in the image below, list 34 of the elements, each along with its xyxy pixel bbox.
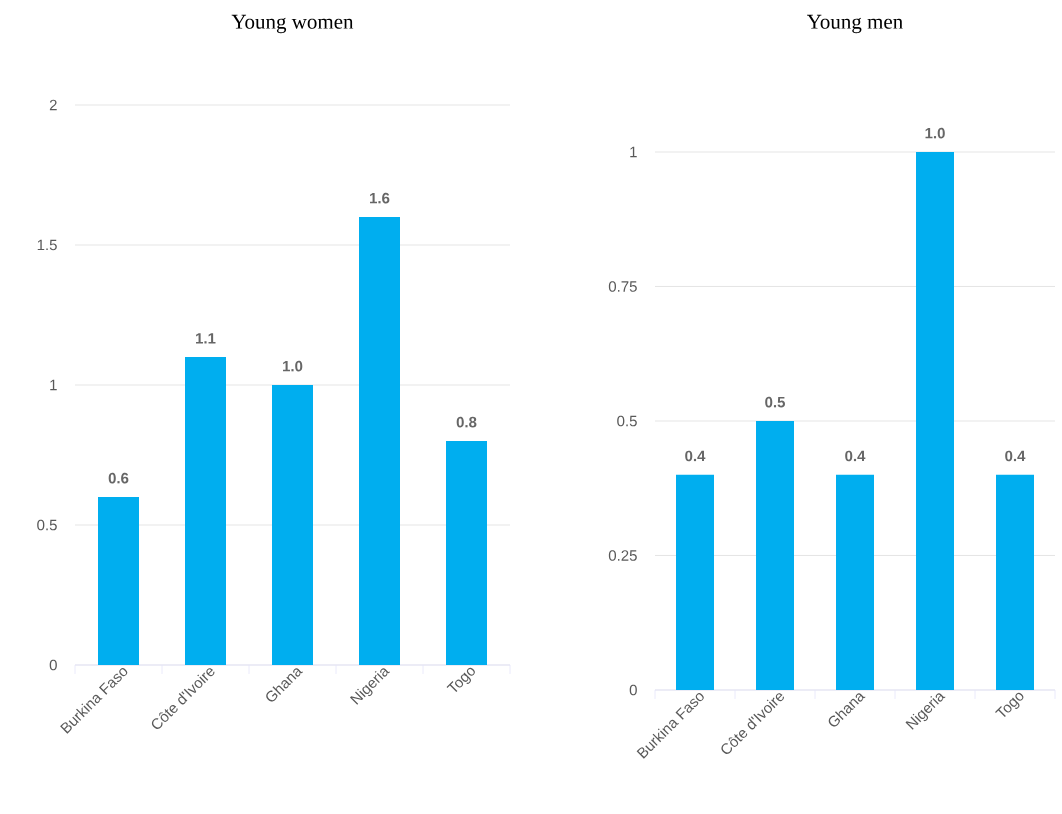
data-label: 1.6 [370,192,390,204]
y-tick-label: 1 [50,379,57,391]
data-label: 0.4 [845,450,866,462]
data-label: 1.1 [196,333,216,344]
data-label: 0.4 [685,450,706,462]
data-label: 0.5 [765,396,786,408]
y-tick-label: 0.75 [608,281,637,292]
bar [756,421,795,690]
y-tick-label: 1.5 [37,239,57,251]
bar [836,474,875,690]
y-tick-label: 0 [49,659,57,671]
x-tick-label: Togo [446,667,475,692]
bar [98,497,139,665]
data-label: 1.0 [283,360,303,372]
bar [996,474,1035,690]
bar [676,474,715,690]
y-tick-label: 0.5 [617,415,637,427]
y-tick-label: 2 [49,99,57,111]
bar [446,441,487,665]
bar [185,357,226,665]
bar [272,385,313,665]
data-label: 0.8 [456,416,477,428]
y-tick-label: 0 [629,684,637,696]
bar [359,216,400,665]
bar [916,151,955,690]
data-label: 0.4 [1005,450,1026,462]
chart-title: Young men [807,14,903,34]
chart-title: Young women [231,14,354,34]
x-tick-label: Togo [995,692,1024,717]
y-tick-label: 0.5 [37,519,57,531]
y-tick-label: 0.25 [608,550,637,561]
y-tick-label: 1 [630,146,637,158]
data-label: 1.0 [925,127,945,139]
data-label: 0.6 [108,472,129,484]
